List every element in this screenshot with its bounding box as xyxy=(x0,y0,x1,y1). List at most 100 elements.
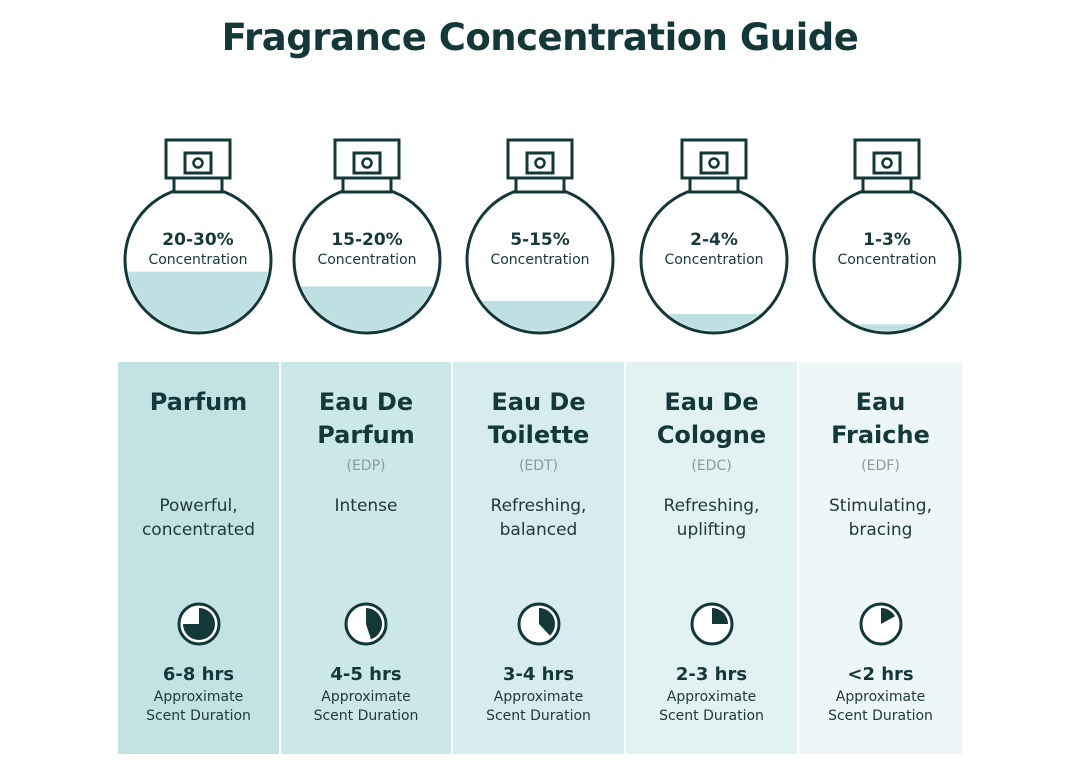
bottle-eau-de-toilette: 5-15% Concentration xyxy=(460,130,620,345)
perfume-bottle-icon xyxy=(292,138,442,335)
nozzle-hole xyxy=(192,157,204,169)
type-description: Refreshing, balanced xyxy=(453,494,624,542)
duration-label-line: Scent Duration xyxy=(313,708,419,724)
type-name: Eau De Cologne xyxy=(626,386,797,452)
bottle-concentration-label: Concentration xyxy=(664,252,764,268)
perfume-bottle-icon xyxy=(465,138,615,335)
bottle-concentration-label: Concentration xyxy=(317,252,417,268)
clock-wedge xyxy=(880,608,895,624)
duration-hours: 4-5 hrs xyxy=(330,664,402,685)
type-name: Eau De Parfum xyxy=(281,386,451,452)
duration-label-line: Approximate xyxy=(153,689,244,705)
clock-wedge xyxy=(711,608,728,624)
duration-label-line: Scent Duration xyxy=(659,708,764,724)
type-name: Eau Fraiche xyxy=(799,386,962,452)
duration-label: Approximate Scent Duration xyxy=(626,688,797,726)
type-description: Refreshing, uplifting xyxy=(626,494,797,542)
perfume-bottle-icon xyxy=(123,138,273,335)
type-name-line: Parfum xyxy=(317,421,415,449)
nozzle-hole xyxy=(534,157,546,169)
duration-label-line: Scent Duration xyxy=(146,708,251,724)
bottle-liquid xyxy=(296,286,438,331)
bottle-cap xyxy=(333,138,401,180)
clock-wedge xyxy=(366,608,382,640)
duration-label-line: Approximate xyxy=(835,689,926,705)
type-description: Intense xyxy=(281,494,451,518)
bottle-eau-de-parfum: 15-20% Concentration xyxy=(287,130,447,345)
bottle-eau-fraiche: 1-3% Concentration xyxy=(807,130,967,345)
type-name-line: Eau De xyxy=(318,388,414,416)
bottle-liquid xyxy=(643,314,785,331)
description-line: Stimulating, xyxy=(828,496,932,516)
type-name-line: Fraiche xyxy=(831,421,930,449)
type-abbreviation: (EDF) xyxy=(861,458,900,474)
nozzle-hole xyxy=(361,157,373,169)
type-description: Powerful, concentrated xyxy=(118,494,279,542)
bottle-liquid xyxy=(816,324,958,331)
type-abbreviation: (EDC) xyxy=(691,458,732,474)
description-line: balanced xyxy=(499,520,578,540)
description-line: Refreshing, xyxy=(663,496,760,516)
type-name-line: Toilette xyxy=(487,421,590,449)
bottle-concentration: 1-3% xyxy=(863,230,911,250)
description-line: bracing xyxy=(848,520,913,540)
perfume-bottle-icon xyxy=(639,138,789,335)
bottle-concentration: 20-30% xyxy=(162,230,234,250)
bottle-nozzle xyxy=(525,151,555,175)
type-name-line: Eau De xyxy=(491,388,586,416)
description-line: Intense xyxy=(334,496,398,516)
clock-wedge xyxy=(182,608,215,640)
duration-label-line: Scent Duration xyxy=(486,708,591,724)
description-line: Refreshing, xyxy=(490,496,587,516)
clock-pie-icon xyxy=(690,602,733,646)
type-column-eau-fraiche: Eau Fraiche (EDF) Stimulating, bracing <… xyxy=(799,362,962,754)
bottles-row: 20-30% Concentration 15-20% Concentratio… xyxy=(0,0,1080,360)
description-line: Powerful, xyxy=(159,496,238,516)
bottle-concentration-label: Concentration xyxy=(490,252,590,268)
duration-label-line: Approximate xyxy=(493,689,584,705)
duration-label: Approximate Scent Duration xyxy=(453,688,624,726)
bottle-nozzle xyxy=(872,151,902,175)
clock-pie-icon xyxy=(859,602,902,646)
clock-pie-icon xyxy=(177,602,220,646)
clock-wedge xyxy=(538,608,555,636)
bottle-concentration: 2-4% xyxy=(690,230,738,250)
bottle-concentration: 15-20% xyxy=(331,230,403,250)
duration-label: Approximate Scent Duration xyxy=(799,688,962,726)
description-line: uplifting xyxy=(676,520,747,540)
type-name-line: Eau De xyxy=(664,388,759,416)
type-column-eau-de-parfum: Eau De Parfum (EDP) Intense 4-5 hrs Appr… xyxy=(281,362,453,754)
bottle-nozzle xyxy=(183,151,213,175)
perfume-bottle-icon xyxy=(812,138,962,335)
nozzle-hole xyxy=(708,157,720,169)
bottle-concentration-label: Concentration xyxy=(148,252,248,268)
clock-pie-icon xyxy=(517,602,560,646)
duration-hours: 3-4 hrs xyxy=(502,664,575,685)
type-name-line: Parfum xyxy=(149,388,248,416)
clock-pie-icon xyxy=(344,602,388,646)
bottle-liquid xyxy=(127,271,269,331)
page-title: Fragrance Concentration Guide xyxy=(221,16,859,59)
type-column-eau-de-toilette: Eau De Toilette (EDT) Refreshing, balanc… xyxy=(453,362,626,754)
bottle-eau-de-cologne: 2-4% Concentration xyxy=(634,130,794,345)
type-column-parfum: Parfum Powerful, concentrated 6-8 hrs Ap… xyxy=(118,362,281,754)
duration-label: Approximate Scent Duration xyxy=(118,688,279,726)
duration-hours: <2 hrs xyxy=(847,664,914,685)
bottle-nozzle xyxy=(699,151,729,175)
bottle-concentration-label: Concentration xyxy=(837,252,937,268)
bottle-cap xyxy=(680,138,748,180)
duration-hours: 6-8 hrs xyxy=(162,664,235,685)
description-line: concentrated xyxy=(141,520,256,540)
bottle-parfum: 20-30% Concentration xyxy=(118,130,278,345)
bottle-concentration: 5-15% xyxy=(510,230,570,250)
type-name-line: Eau xyxy=(855,388,906,416)
nozzle-hole xyxy=(881,157,893,169)
type-abbreviation: (EDT) xyxy=(518,458,559,474)
type-name: Parfum xyxy=(118,386,279,419)
duration-label: Approximate Scent Duration xyxy=(281,688,451,726)
type-description: Stimulating, bracing xyxy=(799,494,962,542)
duration-label-line: Approximate xyxy=(321,689,411,705)
duration-label-line: Approximate xyxy=(666,689,757,705)
bottle-nozzle xyxy=(352,151,382,175)
type-name-line: Cologne xyxy=(656,421,767,449)
